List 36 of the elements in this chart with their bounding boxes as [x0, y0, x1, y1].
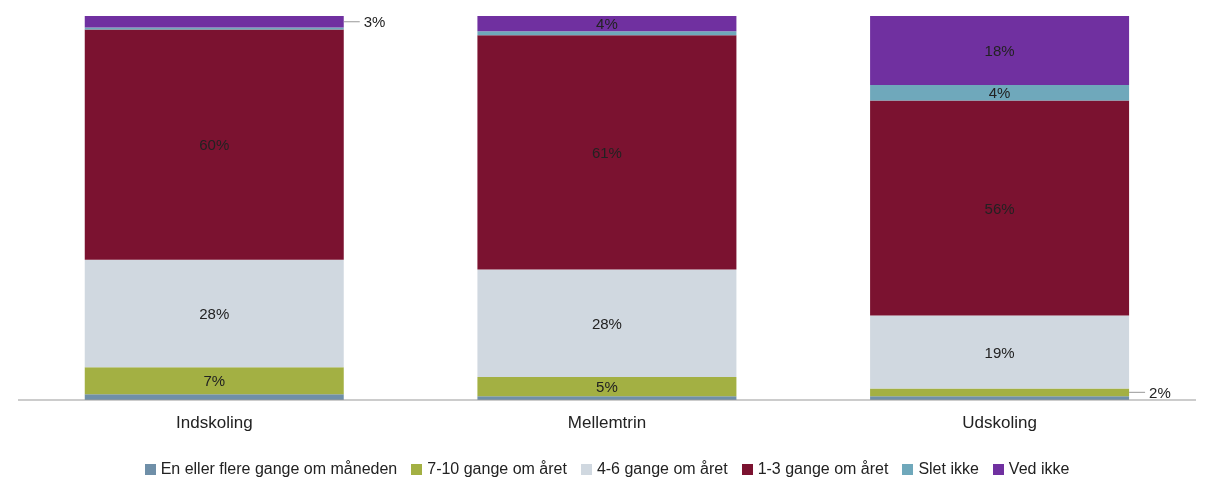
- bar: [84, 16, 344, 28]
- x-tick-label: Indskoling: [176, 413, 253, 433]
- legend-label: 7-10 gange om året: [427, 460, 567, 478]
- bar: [870, 315, 1130, 389]
- x-tick-label: Udskoling: [962, 413, 1037, 433]
- bar: [84, 29, 344, 260]
- legend-label: 1-3 gange om året: [757, 460, 889, 478]
- x-tick-label: Mellemtrin: [567, 413, 647, 433]
- data-label: 18%: [984, 42, 1015, 60]
- bar: [84, 259, 344, 368]
- legend-label: En eller flere gange om måneden: [160, 460, 398, 478]
- data-label: 28%: [591, 314, 622, 332]
- data-label: 61%: [591, 143, 622, 161]
- bar: [84, 367, 344, 395]
- bar: [870, 100, 1130, 316]
- bar: [477, 376, 737, 397]
- data-label: 56%: [984, 199, 1015, 217]
- bar: [870, 16, 1130, 86]
- bar: [477, 269, 737, 377]
- data-label: 2%: [1149, 383, 1171, 401]
- data-label: 7%: [203, 372, 226, 390]
- data-label: 3%: [363, 13, 386, 31]
- bar: [870, 85, 1130, 101]
- data-label: 4%: [988, 84, 1011, 102]
- legend-label: Slet ikke: [918, 460, 979, 478]
- bar: [477, 16, 737, 32]
- bar: [477, 35, 737, 270]
- bar: [870, 388, 1130, 397]
- data-label: 28%: [199, 305, 230, 323]
- data-label: 4%: [596, 15, 618, 33]
- data-label: 19%: [984, 343, 1015, 361]
- data-label: 60%: [199, 136, 230, 154]
- legend-label: 4-6 gange om året: [596, 460, 728, 478]
- legend-label: Ved ikke: [1008, 460, 1070, 478]
- bar: [477, 31, 737, 36]
- data-label: 5%: [596, 378, 618, 396]
